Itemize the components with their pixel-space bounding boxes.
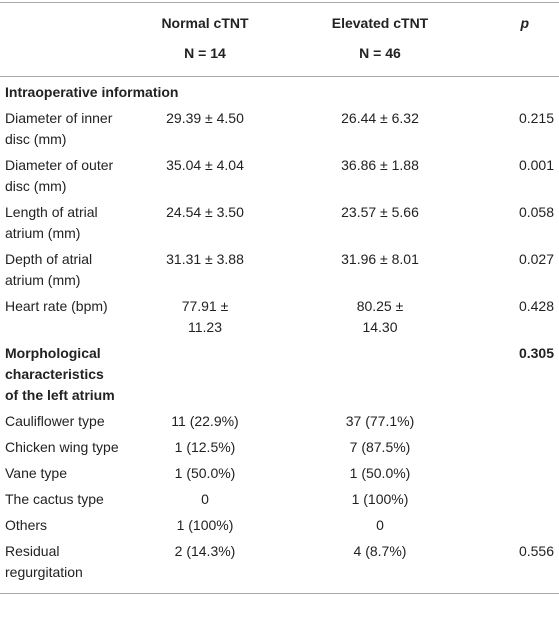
data-row: Diameter of inner disc (mm) 29.39 ± 4.50 2…: [0, 106, 559, 153]
section-row: Intraoperative information: [0, 77, 559, 107]
row-label: Diameter of outer disc (mm): [5, 157, 114, 194]
row-label: Chicken wing type: [5, 439, 119, 455]
elevated-value: 31.96 ± 8.01: [341, 251, 419, 267]
data-row: Others 1 (100%) 0: [0, 513, 559, 539]
elevated-value: 80.25 ± 14.30: [356, 298, 404, 335]
row-label: Others: [5, 517, 48, 533]
p-value: 0.027: [518, 251, 554, 267]
section-title: Intraoperative information: [5, 84, 179, 100]
p-value: 0.058: [518, 204, 554, 220]
elevated-value: 0: [376, 517, 384, 533]
p-value: 0.001: [518, 157, 554, 173]
data-row: Length of atrial atrium (mm) 24.54 ± 3.50…: [0, 200, 559, 247]
p-value: 0.305: [518, 345, 554, 361]
elevated-value: 36.86 ± 1.88: [341, 157, 419, 173]
elevated-value: 26.44 ± 6.32: [341, 110, 419, 126]
header-cell: Normal cTNT N = 14: [140, 3, 270, 77]
table-body: Intraoperative information Diameter of in…: [0, 77, 559, 594]
row-label: Length of atrial atrium (mm): [5, 204, 98, 241]
normal-value: 29.39 ± 4.50: [166, 110, 244, 126]
normal-value: 35.04 ± 4.04: [166, 157, 244, 173]
normal-value: 1 (50.0%): [174, 465, 236, 481]
p-value: 0.215: [518, 110, 554, 126]
section-title: Morphological characteristics of the lef…: [5, 345, 115, 403]
normal-value: 24.54 ± 3.50: [166, 204, 244, 220]
normal-value: 31.31 ± 3.88: [166, 251, 244, 267]
elevated-value: 23.57 ± 5.66: [341, 204, 419, 220]
elevated-value: 7 (87.5%): [349, 439, 411, 455]
empty-cell: [490, 435, 559, 461]
elevated-value: 4 (8.7%): [353, 543, 407, 559]
row-label: Diameter of inner disc (mm): [5, 110, 113, 147]
section-row: Morphological characteristics of the lef…: [0, 341, 559, 409]
normal-value: 11 (22.9%): [171, 413, 239, 429]
normal-value: 77.91 ± 11.23: [181, 298, 229, 335]
row-label: Residual regurgitation: [5, 543, 83, 580]
empty-cell: [490, 409, 559, 435]
header-cell: [0, 3, 140, 77]
column-n: N = 46: [359, 45, 401, 61]
data-table: Normal cTNT N = 14 Elevated cTNT N = 46 p In…: [0, 2, 559, 594]
data-row: Chicken wing type 1 (12.5%) 7 (87.5%): [0, 435, 559, 461]
data-row: Diameter of outer disc (mm) 35.04 ± 4.04 3…: [0, 153, 559, 200]
normal-value: 0: [201, 491, 209, 507]
elevated-value: 1 (50.0%): [349, 465, 411, 481]
elevated-value: 37 (77.1%): [345, 413, 415, 429]
p-value: 0.428: [518, 298, 554, 314]
row-label: The cactus type: [5, 491, 104, 507]
data-row: Residual regurgitation 2 (14.3%) 4 (8.7%) 0…: [0, 539, 559, 594]
data-row: The cactus type 0 1 (100%): [0, 487, 559, 513]
row-label: Heart rate (bpm): [5, 298, 108, 314]
empty-cell: [490, 487, 559, 513]
elevated-value: 1 (100%): [351, 491, 409, 507]
header-cell: p: [490, 3, 559, 77]
table-header: Normal cTNT N = 14 Elevated cTNT N = 46 p: [0, 2, 559, 77]
p-value: 0.556: [518, 543, 554, 559]
row-label: Depth of atrial atrium (mm): [5, 251, 93, 288]
normal-value: 1 (12.5%): [174, 439, 236, 455]
data-row: Heart rate (bpm) 77.91 ± 11.23 80.25 ± 14.…: [0, 294, 559, 341]
header-row: Normal cTNT N = 14 Elevated cTNT N = 46 p: [0, 2, 559, 77]
empty-cell: [490, 513, 559, 539]
column-label: Normal cTNT: [161, 15, 249, 31]
row-label: Vane type: [5, 465, 68, 481]
data-row: Depth of atrial atrium (mm) 31.31 ± 3.88 3…: [0, 247, 559, 294]
column-n: N = 14: [184, 45, 226, 61]
column-label: p: [520, 15, 529, 31]
empty-cell: [490, 461, 559, 487]
data-row: Vane type 1 (50.0%) 1 (50.0%): [0, 461, 559, 487]
data-row: Cauliflower type 11 (22.9%) 37 (77.1%): [0, 409, 559, 435]
normal-value: 1 (100%): [176, 517, 234, 533]
column-label: Elevated cTNT: [331, 15, 429, 31]
header-cell: Elevated cTNT N = 46: [270, 3, 490, 77]
row-label: Cauliflower type: [5, 413, 105, 429]
normal-value: 2 (14.3%): [174, 543, 236, 559]
